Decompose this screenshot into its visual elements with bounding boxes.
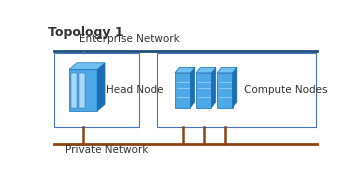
Polygon shape	[69, 63, 105, 69]
Polygon shape	[196, 67, 216, 73]
Polygon shape	[217, 67, 237, 73]
Polygon shape	[69, 69, 97, 111]
Text: Head Node: Head Node	[106, 85, 164, 95]
Text: Compute Nodes: Compute Nodes	[244, 85, 327, 95]
Polygon shape	[175, 73, 190, 107]
Text: Private Network: Private Network	[65, 145, 149, 155]
Polygon shape	[196, 73, 211, 107]
Polygon shape	[217, 73, 232, 107]
Polygon shape	[79, 73, 85, 108]
Text: Topology 1: Topology 1	[48, 26, 124, 39]
Polygon shape	[190, 67, 195, 107]
Polygon shape	[175, 67, 195, 73]
Polygon shape	[211, 67, 216, 107]
Polygon shape	[232, 67, 237, 107]
Polygon shape	[71, 73, 77, 108]
Text: Enterprise Network: Enterprise Network	[79, 34, 180, 44]
Polygon shape	[97, 63, 105, 111]
